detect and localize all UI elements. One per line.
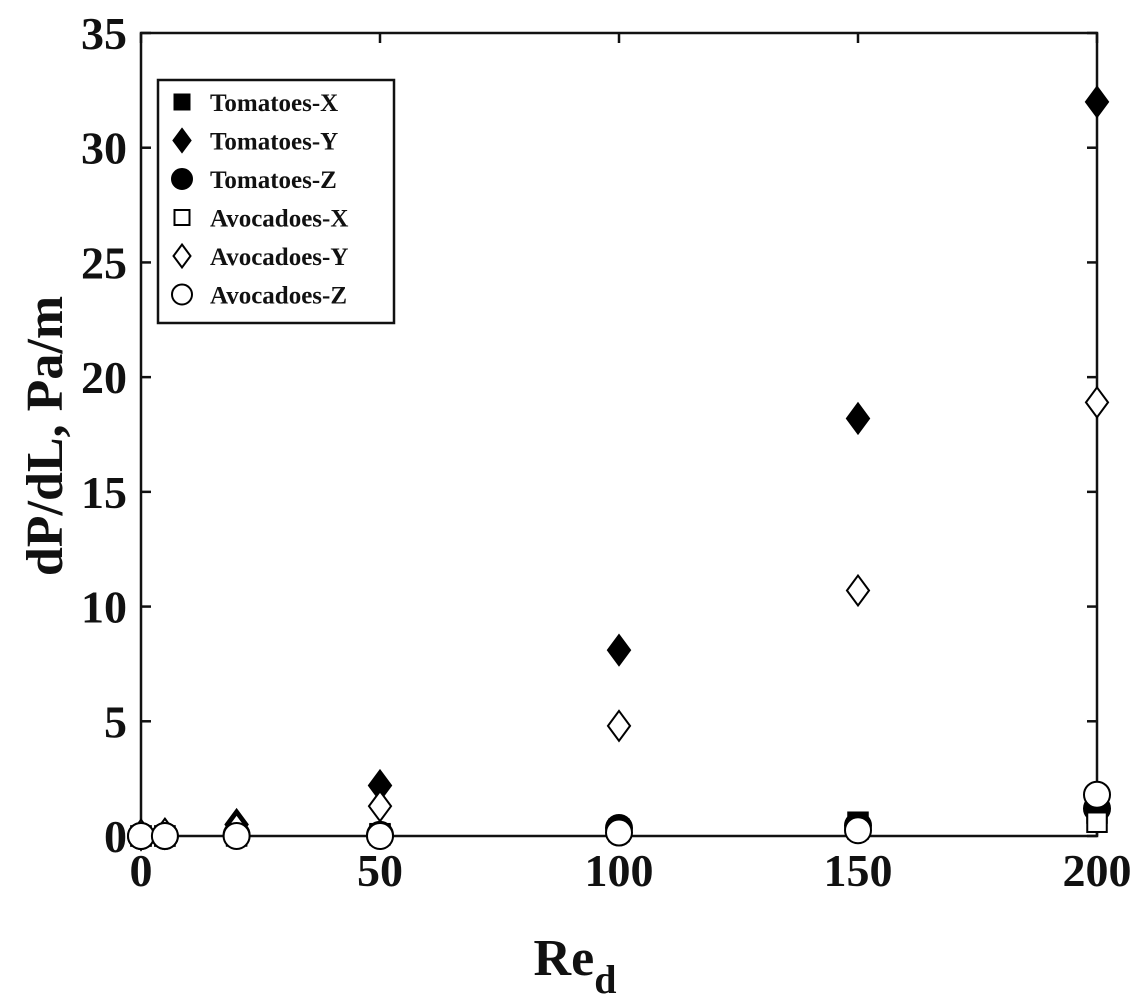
data-point [1086,811,1108,833]
data-point [844,816,872,845]
x-tick-label: 50 [357,845,403,896]
x-tick-label: 0 [130,845,153,896]
data-point [845,573,871,608]
x-tick-label: 100 [585,845,654,896]
data-point [367,789,393,823]
legend-entry: Avocadoes-Y [172,242,348,271]
data-point [1084,385,1110,420]
data-point [605,818,633,847]
y-tick-label: 0 [104,811,127,862]
data-point [150,822,179,850]
legend-marker [171,283,193,306]
data-point [127,822,155,850]
legend-marker [172,127,192,154]
legend-box [156,78,396,325]
legend-entry: Tomatoes-Z [171,167,337,194]
y-tick-label: 15 [81,467,127,518]
legend-marker [173,93,191,111]
axis-ticks [139,31,1099,838]
data-point [366,822,394,850]
legend-marker [173,209,191,226]
x-tick-label: 150 [824,845,893,896]
legend: Tomatoes-X Tomatoes-Y Tomatoes-Z Avocadoes-… [156,78,396,325]
legend-label: Avocadoes-Z [210,283,347,310]
tick-labels: 0 50 100 150 200 0 5 10 15 20 25 30 35 [81,8,1132,896]
x-axis-title: Red [534,930,617,1002]
y-tick-label: 5 [104,696,127,747]
legend-label: Tomatoes-Z [210,167,337,194]
y-tick-label: 30 [81,123,127,174]
legend-entry: Avocadoes-X [173,206,348,233]
y-tick-label: 25 [81,237,127,288]
data-points [127,85,1111,852]
legend-label: Avocadoes-X [210,206,348,233]
x-tick-label: 200 [1063,845,1132,896]
legend-entry: Tomatoes-X [173,90,338,117]
legend-label: Avocadoes-Y [210,244,348,271]
legend-label: Tomatoes-Y [210,129,338,156]
y-tick-label: 35 [81,8,127,59]
legend-entry: Avocadoes-Z [171,283,347,310]
y-tick-label: 20 [81,352,127,403]
data-point [845,401,871,436]
data-point [1084,85,1110,119]
data-point [1083,780,1111,809]
legend-marker [171,168,193,190]
data-point [606,633,632,667]
legend-entry: Tomatoes-Y [172,127,338,156]
legend-label: Tomatoes-X [210,90,338,117]
data-point [222,822,251,850]
y-axis-title: dP/dL, Pa/m [17,296,74,576]
data-point [606,709,632,743]
y-tick-label: 10 [81,582,127,633]
legend-marker [172,242,192,270]
series-avocadoes-z [127,780,1111,850]
series-avocadoes-y [128,385,1110,852]
